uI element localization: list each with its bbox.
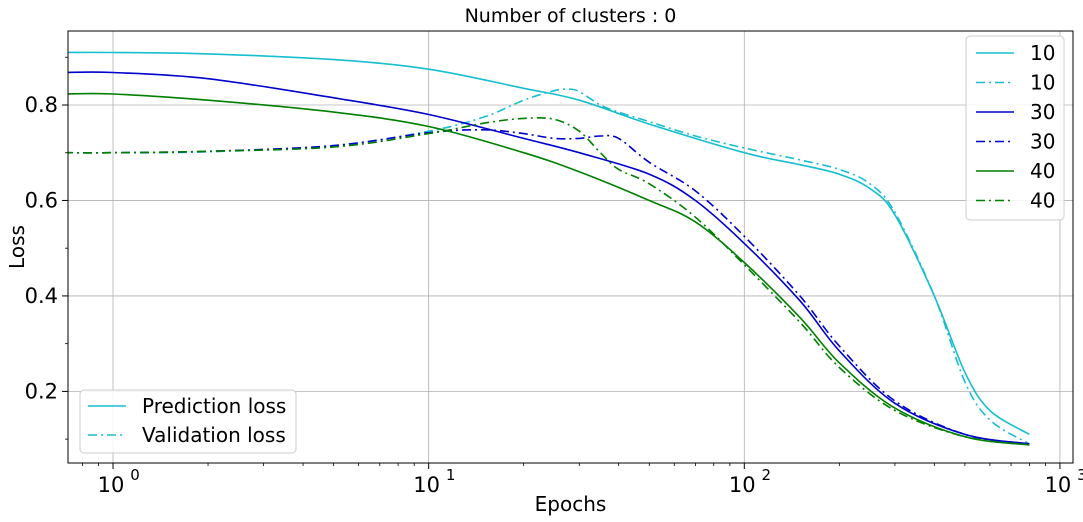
legend-style-box: [79, 389, 297, 454]
x-tick-exponent: 3: [1077, 466, 1083, 484]
y-tick-label: 0.6: [25, 188, 58, 212]
x-tick-label: 10: [1045, 473, 1072, 497]
x-tick-label: 10: [98, 473, 125, 497]
legend-series-label: 40: [1030, 189, 1055, 213]
chart-title: Number of clusters : 0: [465, 5, 677, 27]
legend-style-label: Prediction loss: [142, 394, 286, 418]
legend-style-label: Validation loss: [142, 423, 286, 447]
series-line-2: [68, 71, 1030, 445]
y-axis-label: Loss: [5, 225, 29, 269]
legend-series-label: 30: [1030, 130, 1055, 154]
x-axis-label: Epochs: [535, 492, 607, 516]
legend-series-label: 10: [1030, 71, 1055, 95]
legend-line-style: Prediction loss Validation loss: [79, 389, 297, 454]
x-tick-exponent: 2: [762, 466, 772, 484]
legend-series-label: 10: [1030, 41, 1055, 65]
series-line-4: [68, 92, 1030, 446]
legend-series-label: 40: [1030, 159, 1055, 183]
y-tick-label: 0.8: [25, 93, 58, 117]
series-lines: [68, 51, 1030, 446]
y-tick-label: 0.2: [25, 379, 58, 403]
legend-series-label: 30: [1030, 100, 1055, 124]
x-tick-label: 10: [413, 473, 440, 497]
axis-ticks: 10 0 10 1 10 2 10 3 0.2 0.4 0.6 0.8: [25, 56, 1083, 497]
axes-frame: [67, 30, 1074, 464]
y-tick-label: 0.4: [25, 284, 58, 308]
series-line-5: [68, 117, 1030, 446]
x-tick-exponent: 1: [446, 466, 456, 484]
x-tick-label: 10: [729, 473, 756, 497]
series-line-3: [68, 128, 1030, 445]
x-tick-exponent: 0: [130, 466, 140, 484]
legend-series: 10 10 30 30 40 40: [965, 35, 1065, 221]
